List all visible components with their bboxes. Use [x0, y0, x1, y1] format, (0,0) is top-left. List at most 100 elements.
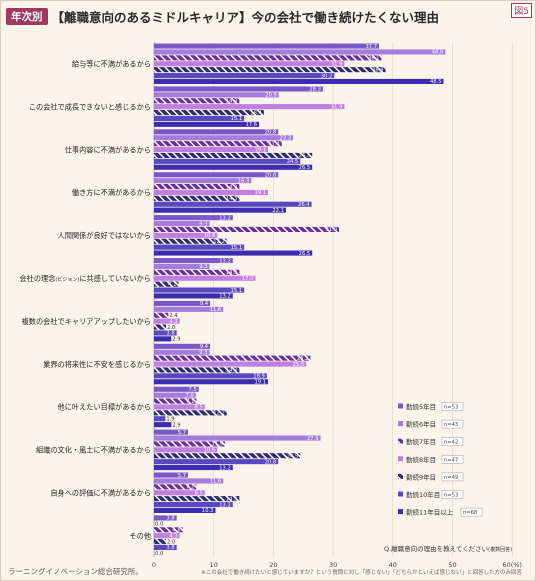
legend-n-box	[441, 455, 464, 464]
bar-value-label: 26.4	[298, 202, 310, 208]
legend-swatch	[398, 421, 403, 427]
bar-value-label: 11.6	[210, 307, 222, 313]
x-tick-label: 10	[210, 561, 218, 569]
category-label: この会社で成長できないと感じるから	[29, 102, 151, 111]
bar-value-label: 7.1	[186, 485, 194, 491]
bar-value-label: 7.5	[189, 387, 197, 393]
bar	[154, 373, 267, 379]
bar	[154, 172, 279, 178]
bar	[154, 92, 279, 98]
bar	[154, 544, 177, 550]
bar-value-label: 13.2	[219, 502, 231, 508]
bar	[154, 121, 260, 127]
bar-value-label: 24.5	[287, 454, 299, 460]
category-group: 20.816.314.319.114.326.422.1	[154, 172, 312, 214]
category-label: 会社の理念(ビジョン)に共感していないから	[19, 274, 151, 283]
category-label: 給与等に不満があるから	[72, 59, 151, 68]
legend-item: 勤続6年目 n=43	[398, 419, 464, 429]
bar	[154, 484, 197, 490]
bar	[154, 392, 196, 398]
bar	[154, 422, 172, 428]
bar	[154, 275, 256, 281]
bar	[154, 184, 240, 190]
category-label: その他	[129, 531, 151, 540]
bar-value-label: 13.2	[219, 294, 231, 300]
x-tick-label: 50	[448, 561, 456, 569]
legend-swatch	[398, 473, 403, 479]
bar	[154, 336, 172, 342]
bar-value-label: 26.5	[299, 153, 311, 159]
bar	[154, 135, 294, 141]
legend-swatch	[398, 403, 403, 409]
legend-n-box	[441, 402, 464, 411]
chart-title: 【離職意向のあるミドルキャリア】今の会社で働き続けたくない理由	[51, 9, 440, 25]
bar-value-label: 15.1	[231, 288, 243, 294]
bar-value-label: 12.2	[213, 411, 225, 417]
bar	[154, 215, 233, 221]
bar-value-label: 38.1	[368, 56, 380, 62]
bar	[154, 141, 282, 147]
bar-value-label: 17.6	[246, 122, 258, 128]
legend-item: 勤続7年目 n=42	[398, 437, 464, 446]
bar-value-label: 22.1	[272, 208, 284, 214]
category-label: 他に叶えたい目標があるから	[58, 403, 151, 412]
bar	[154, 281, 179, 287]
bar-value-label: 26.2	[297, 356, 309, 362]
category-group: 7.57.07.18.5 12.2 1.92.9	[154, 386, 227, 428]
bar	[154, 312, 169, 318]
legend-n-label: n=42	[444, 440, 458, 446]
legend: 勤続5年目 n=53 勤続6年目 n=43 勤続7年目 n=42 勤続8年目 n=47 勤続9年…	[398, 402, 483, 517]
bar-value-label: 10.6	[204, 448, 216, 454]
bar	[154, 515, 177, 521]
bar-value-label: 19.1	[254, 380, 266, 386]
bar	[154, 459, 279, 465]
bar-value-label: 3.8	[166, 331, 174, 337]
bar	[154, 507, 216, 513]
category-label: 複数の会社でキャリアアップしたいから	[22, 317, 151, 326]
bar	[154, 43, 380, 49]
legend-swatch	[398, 438, 403, 444]
bar	[154, 115, 245, 121]
bar-value-label: 14.3	[226, 368, 238, 374]
category-group: 37.7 48.8 38.1 31.9 38.8 30.2 48.5	[154, 43, 446, 85]
bar	[154, 404, 205, 410]
legend-item: 勤続8年目 n=47	[398, 455, 464, 464]
bar-value-label: 21.4	[268, 141, 280, 147]
bar-value-label: 13.2	[219, 215, 231, 221]
bar	[154, 324, 166, 330]
category-tag: 年次別	[6, 7, 48, 25]
bar	[154, 300, 211, 306]
category-label: 人間関係が良好ではないから	[58, 231, 151, 240]
legend-n-box	[441, 437, 464, 446]
bar-value-label: 48.8	[432, 50, 444, 56]
bar	[154, 147, 269, 153]
bar-value-label: 10.3	[202, 508, 214, 514]
legend-label: 勤続8年目	[406, 455, 436, 464]
bar-value-label: 7.0	[186, 393, 194, 399]
bar	[154, 361, 307, 367]
legend-item: 勤続5年目 n=53	[398, 402, 464, 411]
legend-n-label: n=47	[444, 457, 458, 463]
bar	[154, 441, 226, 447]
bar	[154, 263, 210, 269]
bar	[154, 244, 245, 250]
bar	[154, 110, 264, 116]
bar-value-label: 13.2	[219, 465, 231, 471]
bar	[154, 410, 227, 416]
bar	[154, 539, 166, 545]
x-tick-label: 30	[329, 561, 337, 569]
bar	[154, 349, 210, 355]
bar	[154, 490, 205, 496]
legend-n-box	[441, 419, 464, 429]
bar-value-label: 26.5	[299, 165, 311, 171]
question-main: Q.離職意向の理由を教えてください	[384, 544, 488, 553]
legend-n-label: n=43	[444, 422, 458, 428]
bar	[154, 221, 210, 227]
bar	[154, 207, 286, 213]
bar-value-label: 24.5	[287, 159, 299, 165]
bar	[154, 238, 227, 244]
bar	[154, 429, 189, 435]
bar	[154, 226, 340, 232]
bar-value-label: 11.6	[210, 479, 222, 485]
